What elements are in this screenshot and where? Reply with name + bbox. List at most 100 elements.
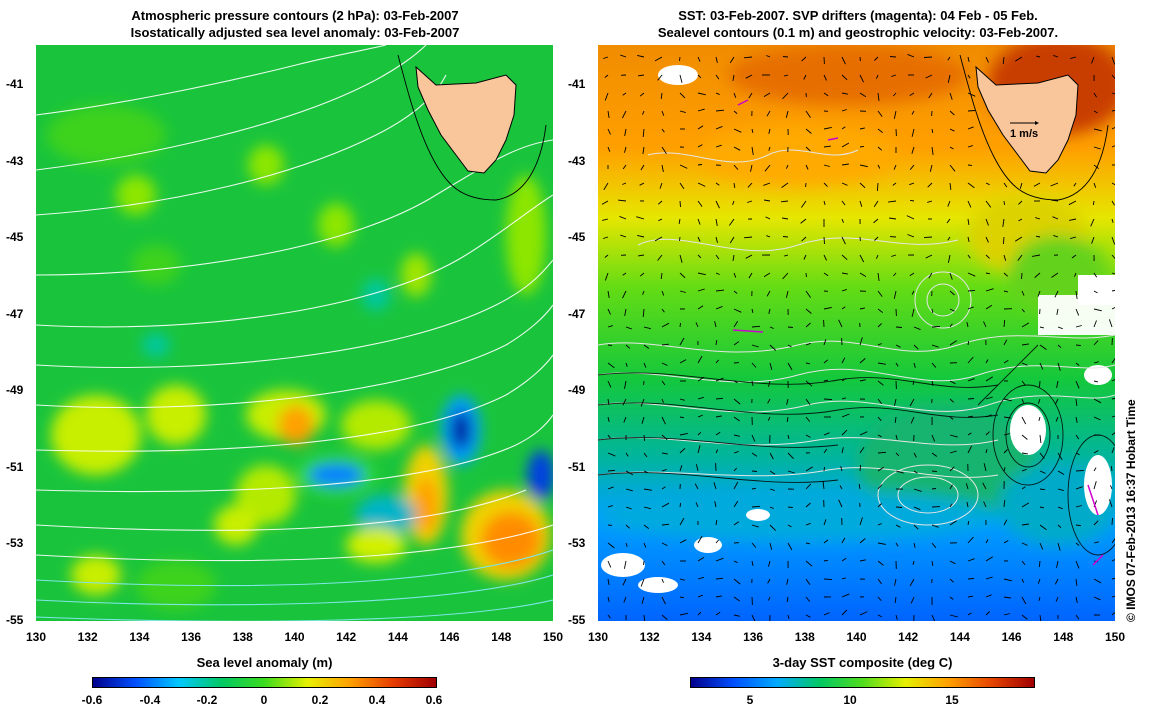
cloud-gaps xyxy=(601,65,1115,593)
velocity-arrow xyxy=(1110,466,1113,472)
velocity-arrow xyxy=(743,236,753,239)
velocity-arrow xyxy=(766,235,771,238)
velocity-arrow xyxy=(823,254,828,261)
velocity-arrow xyxy=(661,468,667,472)
velocity-arrow xyxy=(841,577,846,580)
velocity-arrow xyxy=(877,578,882,585)
velocity-arrow xyxy=(841,126,846,130)
velocity-arrow xyxy=(603,236,609,239)
velocity-arrow xyxy=(697,56,701,62)
velocity-arrow xyxy=(639,272,645,277)
velocity-arrow xyxy=(841,397,846,400)
velocity-arrow xyxy=(695,464,699,472)
velocity-arrow xyxy=(1111,92,1115,95)
velocity-arrow xyxy=(1111,378,1115,382)
velocity-arrow xyxy=(985,359,989,364)
velocity-arrow xyxy=(1003,200,1005,206)
lon-tick-label: 142 xyxy=(336,630,357,644)
velocity-arrow xyxy=(949,380,956,385)
velocity-arrow xyxy=(823,200,826,206)
velocity-arrow xyxy=(1036,235,1041,238)
velocity-arrow xyxy=(841,377,847,382)
velocity-arrow xyxy=(1021,398,1025,403)
velocity-arrow xyxy=(913,470,918,474)
lon-tick-label: 146 xyxy=(1001,630,1022,644)
colorbar-tick-label: 0.4 xyxy=(368,693,386,707)
lat-tick-label: -47 xyxy=(568,306,586,321)
velocity-arrow xyxy=(929,164,933,172)
velocity-arrow xyxy=(925,74,933,79)
velocity-arrow xyxy=(679,254,683,263)
velocity-arrow xyxy=(715,539,719,544)
velocity-arrow xyxy=(607,380,612,388)
velocity-arrow xyxy=(877,523,882,526)
velocity-arrow xyxy=(877,542,886,545)
velocity-arrow xyxy=(983,501,987,508)
velocity-arrow xyxy=(923,236,933,239)
velocity-arrow xyxy=(751,487,756,490)
velocity-arrow xyxy=(751,146,754,155)
velocity-arrow xyxy=(1075,434,1080,440)
velocity-arrow xyxy=(1093,164,1099,170)
velocity-arrow xyxy=(622,182,627,185)
velocity-arrow xyxy=(931,488,937,490)
velocity-arrow xyxy=(985,396,993,400)
velocity-arrow xyxy=(877,503,882,508)
velocity-arrow xyxy=(1002,218,1005,227)
velocity-arrow xyxy=(947,236,951,241)
velocity-arrow xyxy=(931,470,938,473)
velocity-arrow xyxy=(912,380,915,386)
velocity-arrow xyxy=(679,612,688,616)
velocity-arrow xyxy=(949,466,955,472)
velocity-arrow xyxy=(931,380,934,386)
velocity-arrow xyxy=(607,325,613,328)
velocity-arrow xyxy=(1021,322,1030,328)
velocity-arrow xyxy=(859,254,865,263)
lon-tick-label: 144 xyxy=(949,630,970,644)
velocity-arrow xyxy=(713,482,717,490)
velocity-arrow xyxy=(661,322,670,328)
velocity-arrow xyxy=(1035,217,1041,220)
velocity-arrow xyxy=(985,236,989,243)
velocity-arrow xyxy=(931,326,941,328)
velocity-arrow xyxy=(1003,449,1008,454)
velocity-arrow xyxy=(875,74,879,79)
velocity-arrow xyxy=(801,236,807,242)
velocity-arrow xyxy=(913,344,919,350)
velocity-arrow xyxy=(877,290,883,297)
velocity-arrow xyxy=(604,272,609,281)
velocity-arrow xyxy=(1070,236,1077,240)
velocity-arrow xyxy=(1111,397,1115,400)
velocity-arrow xyxy=(1021,452,1028,455)
velocity-arrow xyxy=(967,595,973,598)
velocity-arrow xyxy=(873,218,879,224)
velocity-arrow xyxy=(893,110,897,119)
velocity-arrow xyxy=(895,452,900,457)
velocity-arrow xyxy=(805,578,811,586)
velocity-arrow xyxy=(891,254,897,257)
velocity-arrow xyxy=(623,560,627,569)
velocity-arrow xyxy=(624,308,627,316)
velocity-arrow xyxy=(967,56,970,62)
velocity-arrow xyxy=(786,578,789,585)
velocity-arrow xyxy=(912,560,915,566)
velocity-arrow xyxy=(895,326,903,328)
velocity-arrow xyxy=(661,362,668,366)
velocity-arrow xyxy=(967,558,975,562)
velocity-arrow xyxy=(891,74,897,77)
velocity-arrow xyxy=(787,506,794,509)
velocity-arrow xyxy=(928,92,933,99)
lon-tick-label: 150 xyxy=(1104,630,1126,644)
velocity-arrow xyxy=(604,254,609,258)
velocity-arrow xyxy=(715,125,723,130)
velocity-arrow xyxy=(695,502,699,508)
left-colorbar-label: Sea level anomaly (m) xyxy=(196,655,333,670)
velocity-arrow xyxy=(715,56,718,63)
velocity-arrow xyxy=(983,463,987,472)
velocity-arrow xyxy=(661,578,664,583)
velocity-arrow xyxy=(985,272,990,275)
velocity-arrow xyxy=(1093,110,1098,114)
velocity-arrow xyxy=(877,466,885,472)
velocity-arrow xyxy=(1033,182,1041,187)
left-colorbar xyxy=(92,677,437,688)
